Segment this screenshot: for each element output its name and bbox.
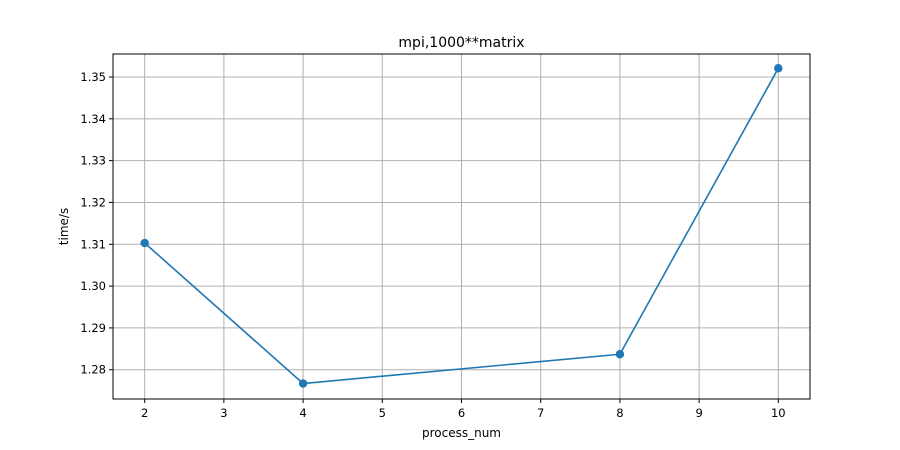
x-tick-label: 2 <box>141 406 148 420</box>
x-tick-label: 9 <box>695 406 702 420</box>
chart-title: mpi,1000**matrix <box>398 35 524 51</box>
x-tick-label: 6 <box>458 406 465 420</box>
y-tick-label: 1.33 <box>80 154 106 168</box>
x-tick-label: 3 <box>220 406 227 420</box>
y-tick-label: 1.28 <box>80 363 106 377</box>
tick-layer: 2 3 4 5 6 7 8 9 10 1.28 1.29 1.30 1.31 1.32 1.33 1.34 1.… <box>80 70 785 420</box>
data-point <box>774 64 783 73</box>
series-line <box>144 67 780 385</box>
x-tick-label: 8 <box>616 406 623 420</box>
grid-layer <box>113 54 810 399</box>
x-tick-label: 10 <box>771 406 786 420</box>
y-tick-label: 1.31 <box>80 237 106 251</box>
x-tick-label: 5 <box>379 406 386 420</box>
y-tick-label: 1.30 <box>80 279 106 293</box>
y-tick-label: 1.32 <box>80 195 106 209</box>
data-point <box>140 238 149 248</box>
y-tick-label: 1.29 <box>80 321 106 335</box>
y-axis-label: time/s <box>57 208 71 245</box>
y-tick-label: 1.34 <box>80 112 106 126</box>
x-tick-label: 4 <box>299 406 306 420</box>
x-axis-label: process_num <box>422 426 501 440</box>
series-layer <box>140 64 783 388</box>
data-point <box>615 350 625 359</box>
x-tick-label: 7 <box>537 406 544 420</box>
y-tick-label: 1.35 <box>80 70 106 84</box>
data-point <box>298 379 308 388</box>
